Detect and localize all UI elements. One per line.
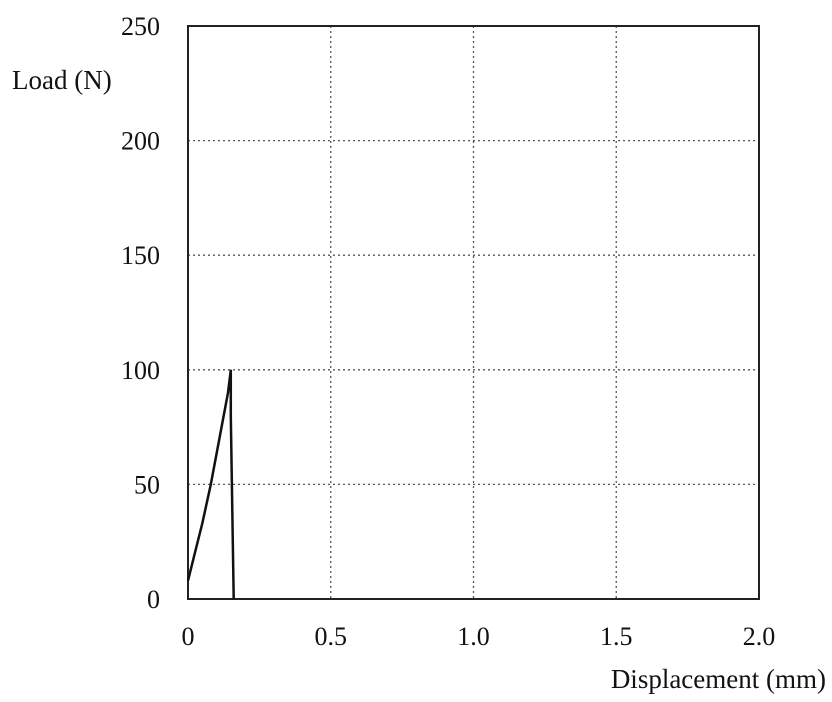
x-tick-label: 0.5: [315, 622, 348, 651]
plot-frame: [187, 25, 760, 600]
y-axis-ticks: 0 50 100 150 200 250: [121, 12, 160, 614]
grid-lines: [188, 26, 759, 599]
x-tick-label: 0: [182, 622, 195, 651]
x-axis-ticks: 0 0.5 1.0 1.5 2.0: [182, 622, 776, 651]
series-layer: [186, 369, 235, 600]
y-tick-label: 100: [121, 356, 160, 385]
y-tick-label: 50: [134, 470, 160, 499]
y-tick-label: 200: [121, 127, 160, 156]
y-tick-label: 150: [121, 241, 160, 270]
x-tick-label: 1.5: [600, 622, 633, 651]
x-tick-label: 1.0: [457, 622, 490, 651]
series-line: [186, 369, 235, 600]
y-tick-label: 250: [121, 12, 160, 41]
x-tick-label: 2.0: [743, 622, 776, 651]
y-tick-label: 0: [147, 585, 160, 614]
y-axis-label: Load (N): [12, 65, 112, 95]
x-axis-label: Displacement (mm): [611, 664, 826, 694]
